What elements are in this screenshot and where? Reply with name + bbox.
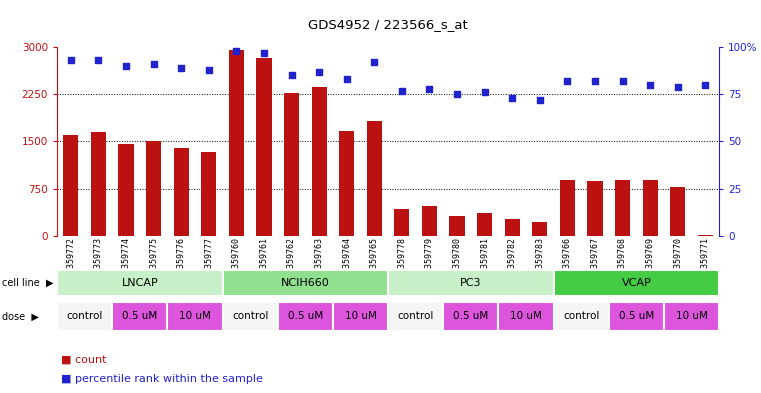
Bar — [642, 180, 658, 236]
Text: NCIH660: NCIH660 — [281, 278, 330, 288]
Bar — [609, 302, 664, 331]
Point — [533, 97, 546, 103]
Point — [202, 67, 215, 73]
Bar — [532, 222, 547, 236]
Bar — [174, 149, 189, 236]
Bar — [450, 216, 465, 236]
Bar — [388, 270, 553, 296]
Bar — [63, 135, 78, 236]
Bar — [698, 235, 713, 236]
Bar — [664, 302, 719, 331]
Text: cell line  ▶: cell line ▶ — [2, 278, 53, 288]
Bar — [443, 302, 498, 331]
Text: 0.5 uM: 0.5 uM — [123, 311, 158, 321]
Point — [562, 78, 574, 84]
Bar — [615, 180, 630, 236]
Point — [672, 84, 684, 90]
Bar — [553, 302, 609, 331]
Point — [258, 50, 270, 56]
Point — [423, 86, 435, 92]
Bar — [278, 302, 333, 331]
Bar — [477, 213, 492, 236]
Bar — [670, 187, 686, 236]
Text: control: control — [563, 311, 600, 321]
Bar — [256, 58, 272, 236]
Point — [368, 59, 380, 65]
Text: control: control — [66, 311, 103, 321]
Text: ■ percentile rank within the sample: ■ percentile rank within the sample — [61, 374, 263, 384]
Bar — [284, 93, 299, 236]
Bar — [91, 132, 106, 236]
Bar — [57, 270, 222, 296]
Point — [313, 68, 325, 75]
Point — [148, 61, 160, 67]
Point — [644, 82, 656, 88]
Text: control: control — [397, 311, 434, 321]
Bar — [57, 302, 113, 331]
Bar — [333, 302, 388, 331]
Bar — [119, 144, 134, 236]
Point — [699, 82, 712, 88]
Text: 0.5 uM: 0.5 uM — [454, 311, 489, 321]
Bar — [113, 302, 167, 331]
Point — [285, 72, 298, 79]
Point — [479, 89, 491, 95]
Bar — [422, 206, 437, 236]
Bar — [367, 121, 382, 236]
Point — [451, 91, 463, 97]
Point — [175, 65, 187, 71]
Text: dose  ▶: dose ▶ — [2, 311, 38, 321]
Bar — [498, 302, 553, 331]
Bar — [167, 302, 222, 331]
Text: 0.5 uM: 0.5 uM — [288, 311, 323, 321]
Bar — [229, 50, 244, 236]
Text: control: control — [232, 311, 269, 321]
Text: GDS4952 / 223566_s_at: GDS4952 / 223566_s_at — [308, 18, 468, 31]
Bar — [311, 87, 326, 236]
Point — [396, 87, 408, 94]
Text: PC3: PC3 — [460, 278, 482, 288]
Text: ■ count: ■ count — [61, 354, 107, 365]
Point — [120, 63, 132, 69]
Text: VCAP: VCAP — [622, 278, 651, 288]
Bar — [388, 302, 443, 331]
Bar — [146, 141, 161, 236]
Point — [231, 48, 243, 54]
Bar — [560, 180, 575, 236]
Text: 10 uM: 10 uM — [510, 311, 542, 321]
Point — [506, 95, 518, 101]
Point — [589, 78, 601, 84]
Point — [616, 78, 629, 84]
Text: 10 uM: 10 uM — [345, 311, 377, 321]
Bar — [222, 302, 278, 331]
Bar — [553, 270, 719, 296]
Text: 10 uM: 10 uM — [179, 311, 211, 321]
Bar — [339, 131, 355, 236]
Text: 10 uM: 10 uM — [676, 311, 708, 321]
Point — [92, 57, 104, 64]
Bar — [505, 219, 520, 236]
Text: 0.5 uM: 0.5 uM — [619, 311, 654, 321]
Text: LNCAP: LNCAP — [122, 278, 158, 288]
Point — [341, 76, 353, 83]
Point — [65, 57, 77, 64]
Bar — [201, 152, 216, 236]
Bar — [222, 270, 388, 296]
Bar — [394, 209, 409, 236]
Bar — [587, 181, 603, 236]
